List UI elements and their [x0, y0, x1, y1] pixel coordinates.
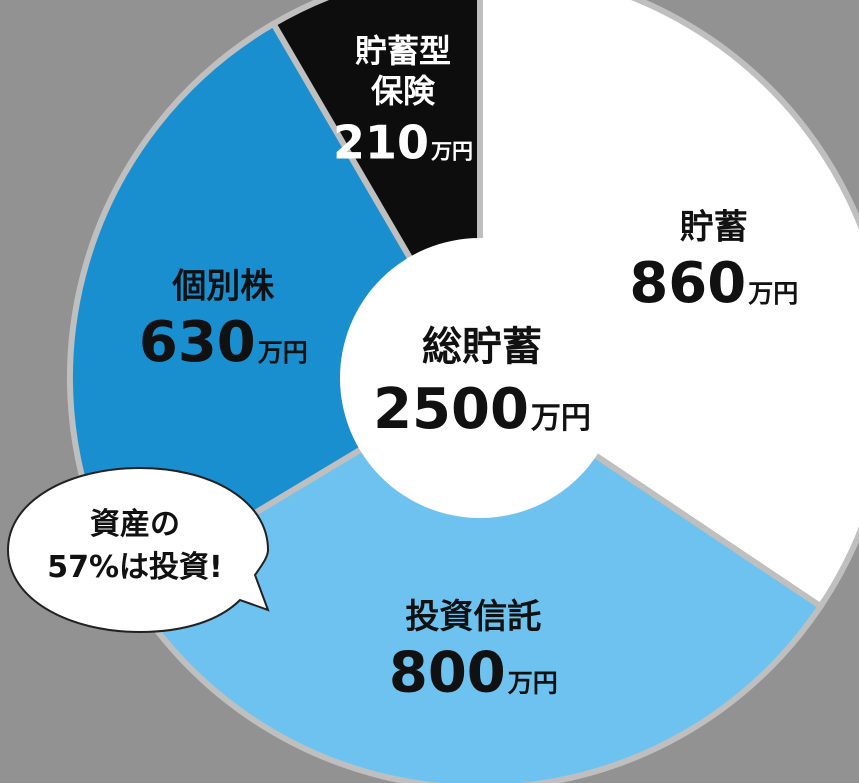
slice-unit-2: 万円: [258, 338, 308, 367]
slice-group: [67, 0, 859, 783]
slice-name-1-0: 投資信託: [405, 597, 541, 637]
slice-name-3-0: 貯蓄型: [355, 32, 451, 70]
slice-number-2: 630: [139, 310, 256, 375]
slice-unit-1: 万円: [508, 669, 558, 698]
slice-number-1: 800: [389, 641, 506, 706]
center-unit: 万円: [531, 401, 591, 436]
slice-name-2-0: 個別株: [171, 266, 275, 306]
slice-number-0: 860: [629, 251, 746, 316]
slice-number-3: 210: [333, 115, 429, 169]
callout-bubble: 資産の 57%は投資!: [6, 466, 270, 634]
slice-unit-0: 万円: [748, 279, 798, 308]
slice-0: [477, 0, 859, 611]
center-label: 総貯蓄: [422, 324, 542, 370]
slice-unit-3: 万円: [430, 139, 473, 163]
slice-value-3: 210万円: [333, 115, 473, 169]
slice-name-0-0: 貯蓄: [680, 207, 748, 247]
slice-value-0: 860万円: [629, 251, 798, 316]
slice-1: [124, 374, 825, 783]
callout-shape: [6, 466, 270, 634]
slice-value-2: 630万円: [139, 310, 308, 375]
slice-name-3-1: 保険: [371, 72, 436, 110]
callout-line-1: 資産の: [90, 507, 180, 542]
center-value: 2500万円: [373, 377, 591, 442]
center-number: 2500: [373, 377, 529, 442]
callout-line-2: 57%は投資!: [47, 550, 223, 585]
center-hole: [340, 238, 620, 518]
slice-value-1: 800万円: [389, 641, 558, 706]
